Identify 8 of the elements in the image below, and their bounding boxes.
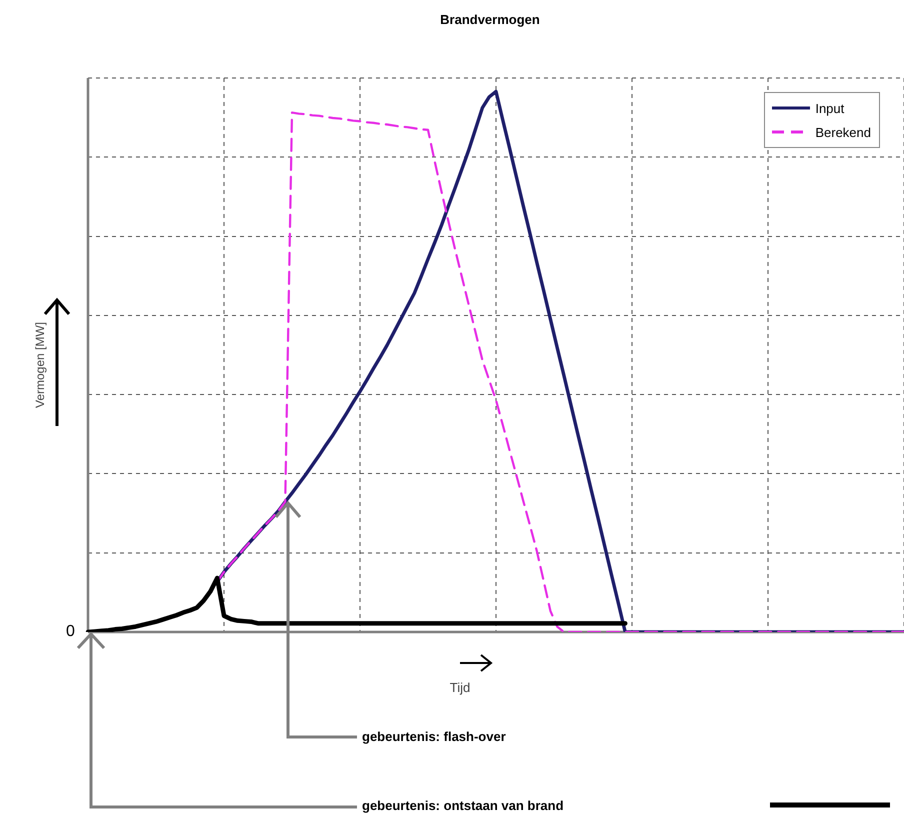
x-axis-title: Tijd bbox=[448, 680, 472, 695]
text: gebeurtenis: ontstaan van brand bbox=[362, 798, 564, 813]
text: gebeurtenis: flash-over bbox=[362, 729, 506, 744]
text: 0 bbox=[66, 623, 75, 641]
legend-label: Input bbox=[815, 100, 844, 116]
chart-title: Brandvermogen bbox=[439, 12, 541, 27]
y-axis-title: Vermogen [MW] bbox=[33, 320, 47, 410]
legend-label: Berekend bbox=[815, 124, 871, 140]
